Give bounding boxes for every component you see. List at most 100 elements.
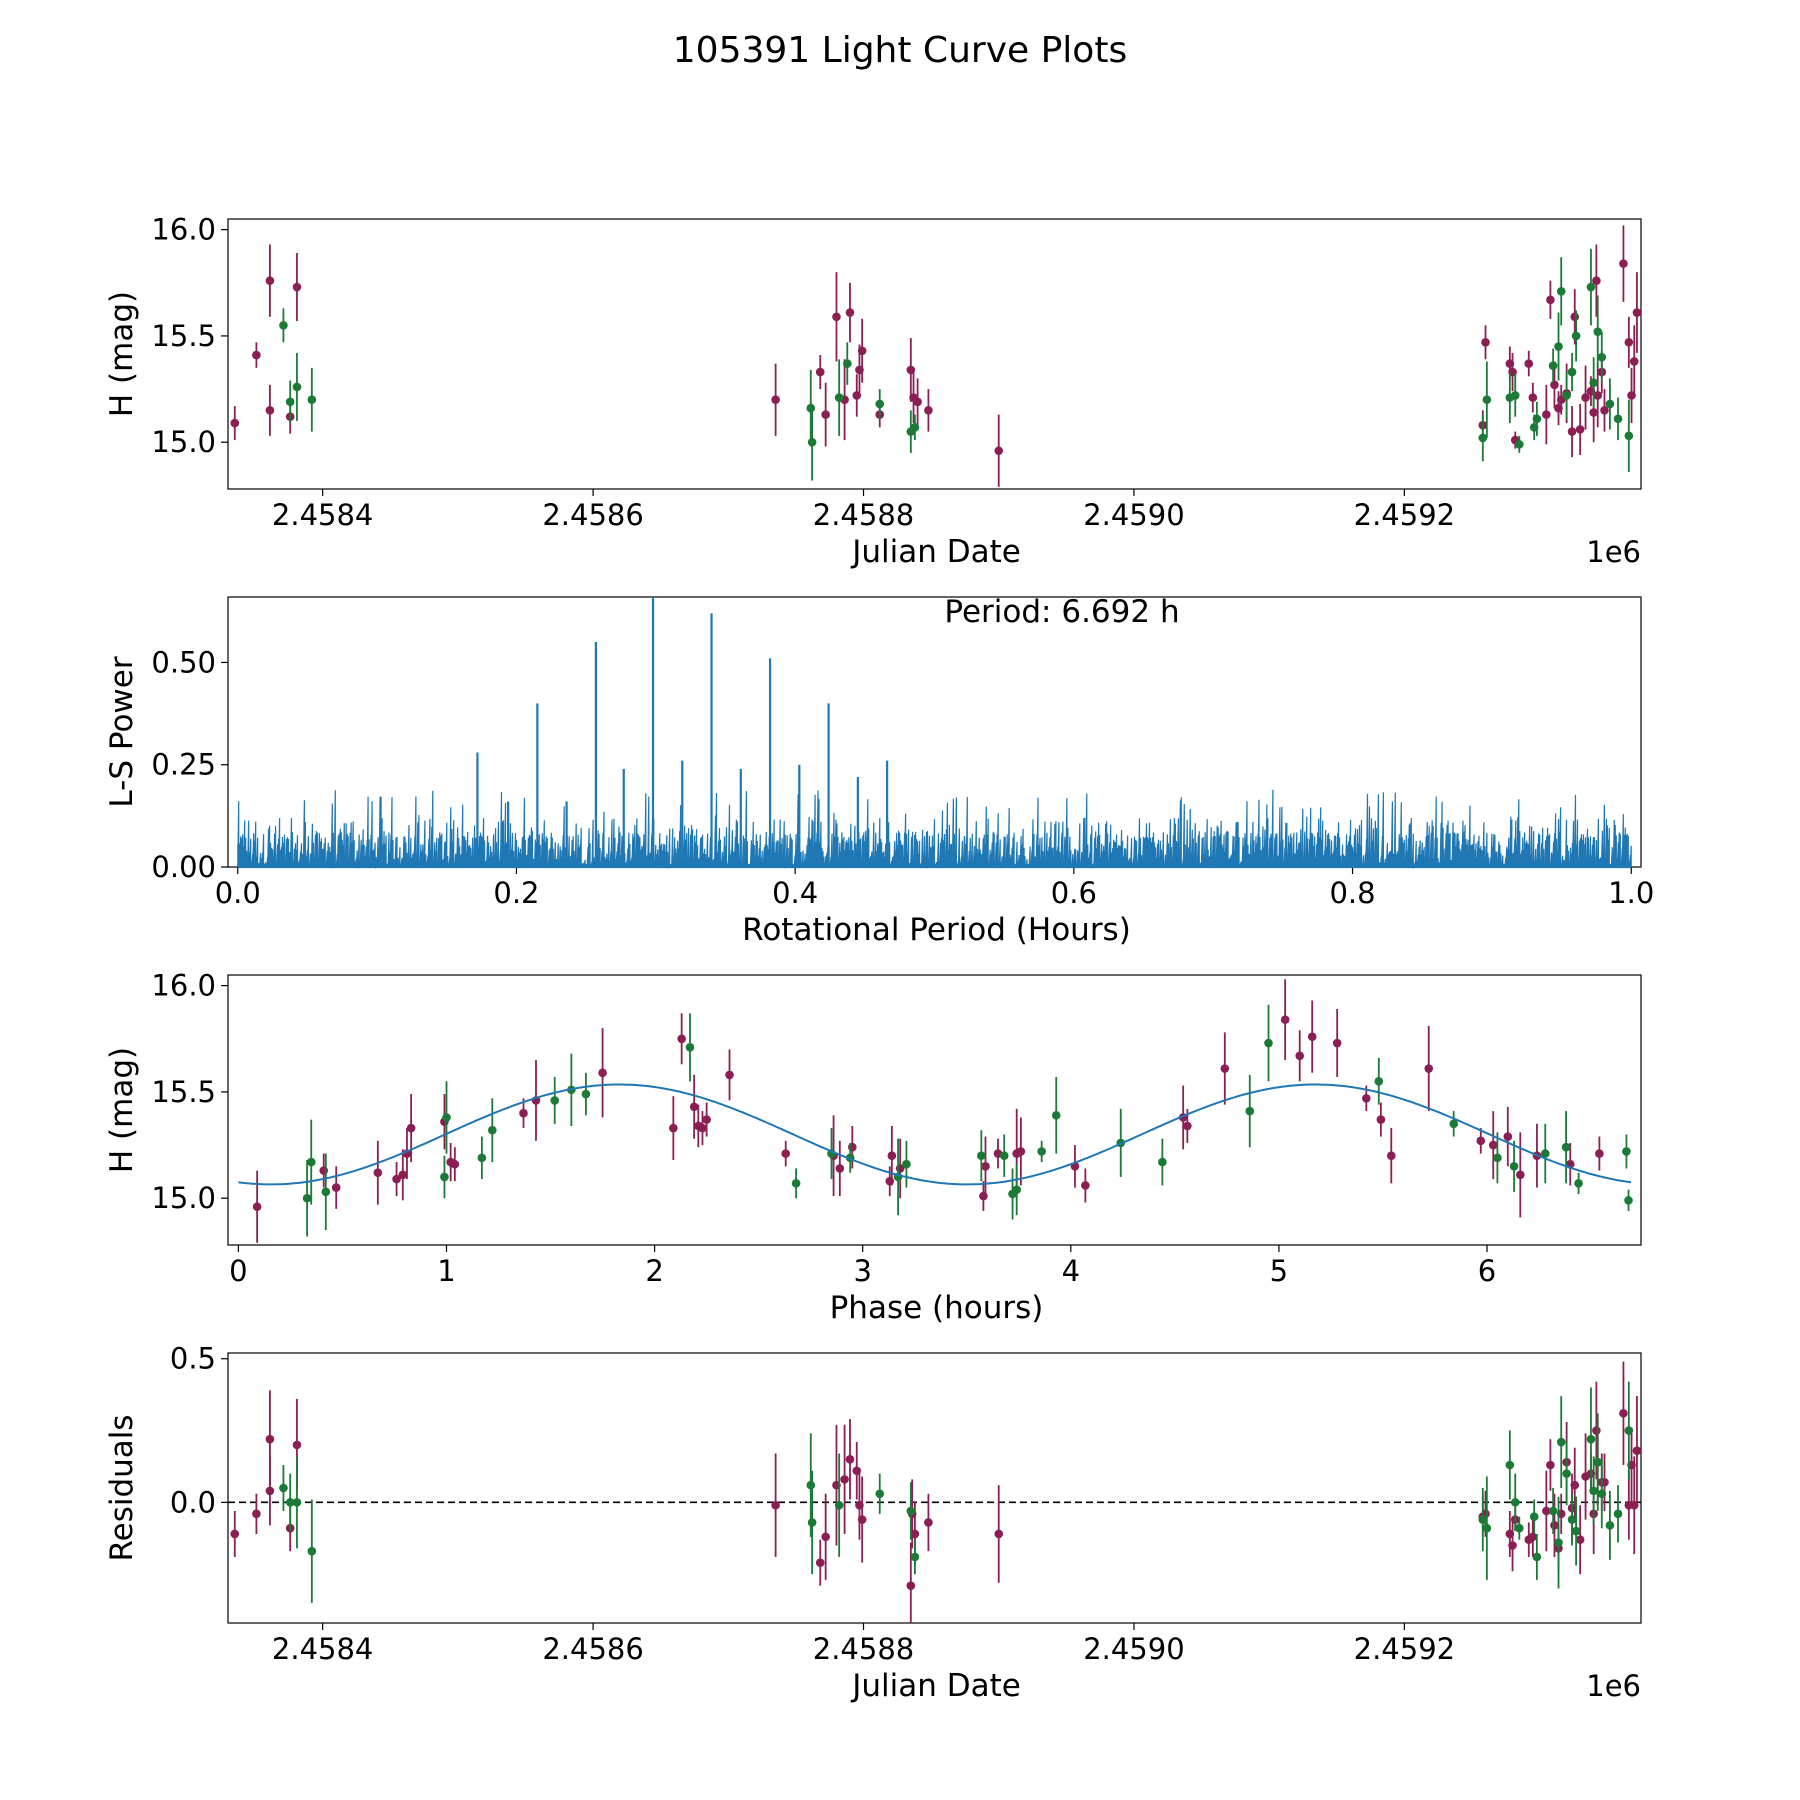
residuals-point [875, 1489, 885, 1499]
timeseries-point [1632, 308, 1641, 317]
periodogram-x-axis-label: Rotational Period (Hours) [742, 912, 1131, 948]
figure-title: 105391 Light Curve Plots [672, 30, 1128, 71]
phased-point [979, 1191, 988, 1201]
phased-point [1012, 1185, 1021, 1195]
phased-point [1307, 1032, 1317, 1041]
residuals-x-offset-label: 1e6 [1586, 1669, 1641, 1703]
periodogram-xtick-label: 0.4 [772, 876, 818, 910]
phased-point [550, 1096, 560, 1105]
timeseries-point [1515, 440, 1524, 449]
phased-point [398, 1170, 408, 1180]
phased-point [791, 1179, 801, 1188]
residuals-point [1508, 1541, 1517, 1550]
residuals-xtick-label: 2.4592 [1354, 1632, 1455, 1666]
timeseries-point [285, 397, 295, 407]
timeseries-point [806, 403, 816, 413]
phased-xtick-label: 4 [1062, 1254, 1080, 1288]
residuals-point [821, 1532, 830, 1542]
phased-ytick-label: 15.5 [151, 1075, 216, 1109]
phased-point [406, 1123, 416, 1133]
phased-point [1264, 1038, 1273, 1048]
phased-point [1488, 1140, 1498, 1150]
timeseries-xtick-label: 2.4590 [1083, 498, 1184, 532]
residuals-point [1554, 1538, 1563, 1547]
phased-point [581, 1089, 591, 1099]
phased-series-green [302, 1004, 1633, 1237]
residuals-ytick-label: 0.0 [170, 1485, 216, 1519]
phased-fit-curve [238, 1083, 1632, 1186]
timeseries-point [834, 393, 844, 402]
residuals-frame [227, 1352, 1642, 1624]
phased-point [442, 1113, 451, 1122]
residuals-point [1570, 1480, 1580, 1490]
timeseries-point [771, 395, 780, 405]
timeseries-frame [227, 218, 1642, 490]
residuals-point [1556, 1437, 1566, 1447]
phased-point [669, 1123, 678, 1133]
phased-point [725, 1070, 734, 1080]
phased-point [1037, 1147, 1046, 1156]
phased-point [1016, 1147, 1026, 1156]
periodogram-xtick-label: 0.2 [493, 876, 539, 910]
residuals-point [252, 1509, 261, 1519]
residuals-point [1632, 1446, 1641, 1455]
residuals-point [1546, 1460, 1555, 1470]
timeseries-point [1629, 357, 1639, 366]
timeseries-point [1550, 380, 1559, 390]
timeseries-point [1510, 391, 1520, 400]
phased-x-axis-label: Phase (hours) [830, 1290, 1044, 1326]
timeseries-point [1575, 425, 1585, 434]
residuals-point [845, 1454, 855, 1464]
timeseries-ytick-label: 15.0 [151, 425, 216, 459]
residuals-point [807, 1518, 817, 1527]
timeseries-point [1546, 295, 1555, 305]
residuals-point [1510, 1498, 1520, 1507]
phased-point [252, 1202, 262, 1212]
timeseries-point [1605, 399, 1615, 409]
phased-point [1245, 1106, 1255, 1116]
residuals-point [1515, 1523, 1524, 1533]
phased-point [977, 1151, 986, 1161]
periodogram-period-annotation: Period: 6.692 h [944, 594, 1179, 630]
residuals-point [1586, 1434, 1596, 1444]
residuals-point [1528, 1532, 1538, 1542]
timeseries-ytick-label: 16.0 [151, 213, 216, 247]
periodogram-xtick-label: 0.6 [1051, 876, 1097, 910]
timeseries-point [994, 446, 1004, 456]
timeseries-point [1482, 395, 1492, 405]
phased-point [1376, 1115, 1386, 1124]
phased-point [1476, 1136, 1486, 1146]
phased-xtick-label: 1 [437, 1254, 455, 1288]
residuals-point [307, 1546, 317, 1556]
residuals-series-magenta [230, 1361, 1641, 1623]
phased-point [1503, 1132, 1513, 1141]
phased-point [477, 1153, 487, 1163]
phased-point [450, 1159, 460, 1169]
timeseries-point [1562, 391, 1571, 400]
residuals-point [910, 1529, 920, 1539]
phased-point [373, 1168, 383, 1178]
phased-frame [227, 974, 1642, 1246]
phased-point [999, 1151, 1009, 1161]
phased-point [689, 1102, 699, 1112]
residuals-x-axis-label: Julian Date [850, 1668, 1021, 1704]
residuals-point [1478, 1515, 1488, 1524]
timeseries-point [913, 397, 922, 407]
residuals-ytick-label: 0.5 [170, 1342, 216, 1376]
phased-point [902, 1159, 911, 1169]
timeseries-xtick-label: 2.4592 [1354, 498, 1455, 532]
residuals-point [1589, 1486, 1598, 1496]
panel-residuals: 2.4584 2.4586 2.4588 2.4590 2.4592 0.0 0.5 Juli… [104, 1342, 1642, 1704]
phased-point [1374, 1076, 1384, 1086]
timeseries-point [1532, 414, 1542, 424]
timeseries-point [292, 382, 302, 392]
residuals-point [815, 1558, 825, 1567]
timeseries-xtick-label: 2.4586 [542, 498, 643, 532]
residuals-series-green [279, 1381, 1634, 1603]
phased-point [319, 1166, 329, 1175]
residuals-point [806, 1480, 816, 1490]
phased-point [702, 1115, 711, 1124]
timeseries-point [1571, 331, 1581, 341]
residuals-point [265, 1434, 275, 1444]
phased-point [1280, 1015, 1290, 1024]
